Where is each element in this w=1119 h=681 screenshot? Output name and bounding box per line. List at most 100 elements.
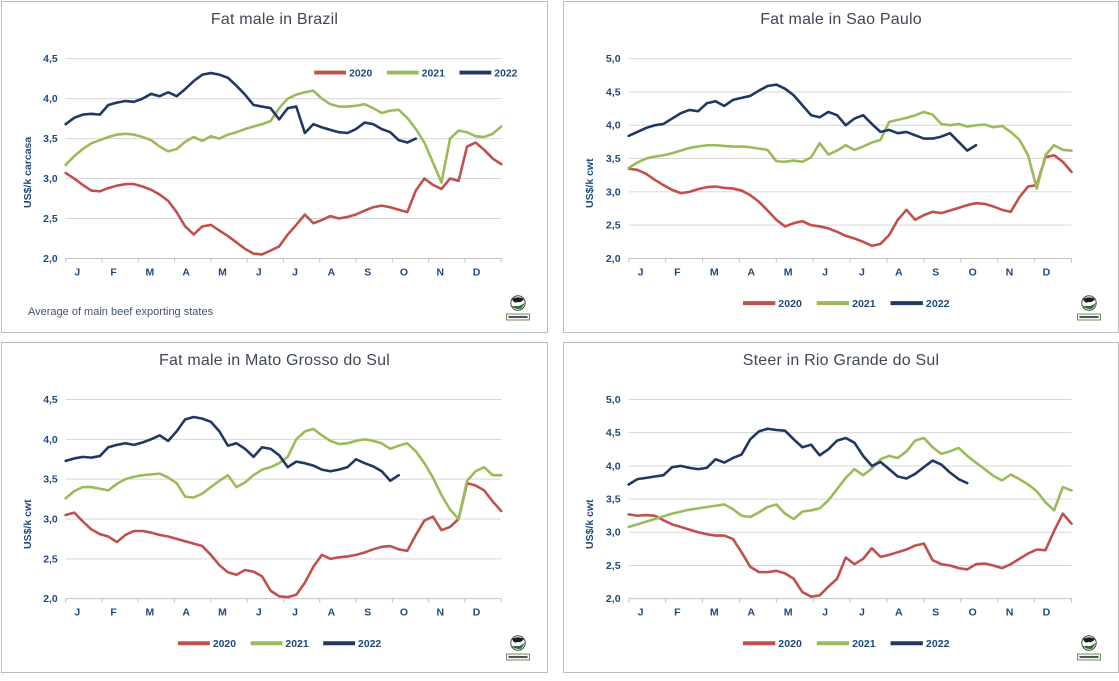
x-month-label: J: [859, 266, 865, 278]
x-month-label: J: [292, 267, 298, 278]
x-month-label: N: [1006, 607, 1014, 619]
legend-label: 2020: [213, 639, 236, 650]
legend-item-2022: 2022: [890, 298, 950, 310]
x-month-label: A: [747, 266, 755, 278]
x-month-label: S: [364, 608, 371, 619]
x-month-label: N: [1006, 266, 1014, 278]
series-line-2020: [627, 153, 1073, 248]
series-line-2020: [64, 141, 503, 256]
y-tick-label: 2,5: [606, 220, 621, 232]
legend-item-2022: 2022: [323, 639, 381, 650]
chart-title: Fat male in Brazil: [210, 11, 339, 28]
chart-title: Fat male in Sao Paulo: [760, 11, 922, 28]
x-month-label: M: [218, 267, 227, 278]
x-month-label: A: [328, 608, 336, 619]
y-tick-label: 3,5: [606, 494, 621, 506]
series-line-2021: [64, 89, 503, 184]
x-month-label: J: [638, 607, 644, 619]
x-month-label: M: [146, 608, 155, 619]
series-line-2022: [64, 71, 418, 144]
y-tick-label: 2,5: [43, 214, 58, 225]
series-line-2021: [64, 427, 503, 521]
y-tick-label: 3,5: [43, 475, 58, 486]
x-month-label: O: [400, 608, 408, 619]
y-tick-label: 3,0: [606, 186, 621, 198]
legend-item-2021: 2021: [386, 69, 445, 80]
y-tick-label: 4,0: [606, 460, 621, 472]
legend-label: 2022: [926, 298, 950, 310]
x-month-label: F: [110, 608, 116, 619]
x-month-label: F: [674, 607, 681, 619]
series-line-2021: [627, 110, 1073, 190]
series-line-2022: [627, 427, 969, 486]
x-month-label: O: [968, 607, 976, 619]
y-tick-label: 4,0: [606, 120, 621, 132]
y-tick-label: 2,0: [43, 254, 58, 265]
legend-label: 2020: [349, 69, 372, 80]
y-tick-label: 3,0: [606, 527, 621, 539]
x-month-label: J: [638, 266, 644, 278]
x-month-label: J: [822, 607, 828, 619]
y-tick-label: 4,5: [606, 427, 621, 439]
x-month-label: D: [473, 608, 481, 619]
legend-item-2020: 2020: [314, 69, 372, 80]
legend-label: 2020: [778, 638, 802, 650]
y-tick-label: 3,5: [43, 134, 58, 145]
x-month-label: M: [784, 266, 793, 278]
x-month-label: A: [182, 608, 190, 619]
x-month-label: D: [1043, 607, 1051, 619]
legend-item-2022: 2022: [459, 69, 518, 80]
x-month-label: F: [110, 267, 116, 278]
x-month-label: S: [364, 267, 371, 278]
chart-plot: 2,0 2,5 3,0 3,5 4,0 4,5 J F M A M J J A S O N D 2020 2021 20…: [43, 395, 503, 650]
y-tick-label: 4,0: [43, 435, 58, 446]
legend-item-2020: 2020: [742, 298, 802, 310]
x-month-label: D: [473, 267, 481, 278]
legend-label: 2022: [358, 639, 381, 650]
legend-label: 2021: [285, 639, 308, 650]
y-tick-label: 2,0: [606, 253, 621, 265]
globe-logo-icon: [506, 635, 530, 661]
x-month-label: J: [292, 608, 298, 619]
x-month-label: A: [328, 267, 336, 278]
y-tick-label: 4,5: [43, 54, 58, 65]
chart-title: Fat male in Mato Grosso do Sul: [159, 352, 390, 369]
legend-item-2021: 2021: [250, 639, 309, 650]
x-month-label: J: [859, 607, 865, 619]
y-tick-label: 4,5: [43, 395, 58, 406]
x-month-label: O: [400, 267, 408, 278]
y-tick-label: 2,5: [43, 554, 58, 565]
legend-item-2022: 2022: [890, 638, 950, 650]
legend-label: 2021: [852, 298, 876, 310]
chart-panel-sao-paulo: Fat male in Sao Paulo US$/k cwt 2,0 2,5 3,…: [563, 1, 1119, 333]
globe-logo-icon: [506, 295, 530, 321]
globe-logo-icon: [1077, 635, 1101, 661]
y-tick-label: 3,0: [43, 514, 58, 525]
x-month-label: A: [895, 607, 903, 619]
globe-logo-icon: [1077, 295, 1101, 321]
y-tick-label: 2,5: [606, 560, 621, 572]
series-line-2020: [627, 512, 1073, 598]
series-line-2021: [627, 436, 1073, 529]
x-month-label: J: [822, 266, 828, 278]
x-month-label: M: [710, 607, 719, 619]
x-month-label: N: [437, 608, 445, 619]
x-month-label: S: [932, 607, 939, 619]
chart-footnote: Average of main beef exporting states: [28, 306, 214, 318]
y-tick-label: 3,0: [43, 174, 58, 185]
y-tick-label: 4,0: [43, 94, 58, 105]
chart-panel-mato-grosso-do-sul: Fat male in Mato Grosso do Sul US$/k cwt…: [1, 342, 548, 673]
x-month-label: M: [146, 267, 155, 278]
legend-label: 2020: [778, 298, 802, 310]
x-month-label: J: [256, 267, 262, 278]
y-tick-label: 5,0: [606, 394, 621, 406]
x-month-label: O: [968, 266, 976, 278]
series-line-2022: [627, 83, 978, 152]
series-line-2020: [64, 481, 503, 599]
chart-plot: 2,0 2,5 3,0 3,5 4,0 4,5 5,0 J F M A M J J A S O N D 2020 202…: [606, 53, 1073, 310]
x-month-label: M: [784, 607, 793, 619]
x-month-label: M: [710, 266, 719, 278]
y-tick-label: 3,5: [606, 153, 621, 165]
x-month-label: J: [74, 608, 80, 619]
legend-item-2020: 2020: [178, 639, 236, 650]
